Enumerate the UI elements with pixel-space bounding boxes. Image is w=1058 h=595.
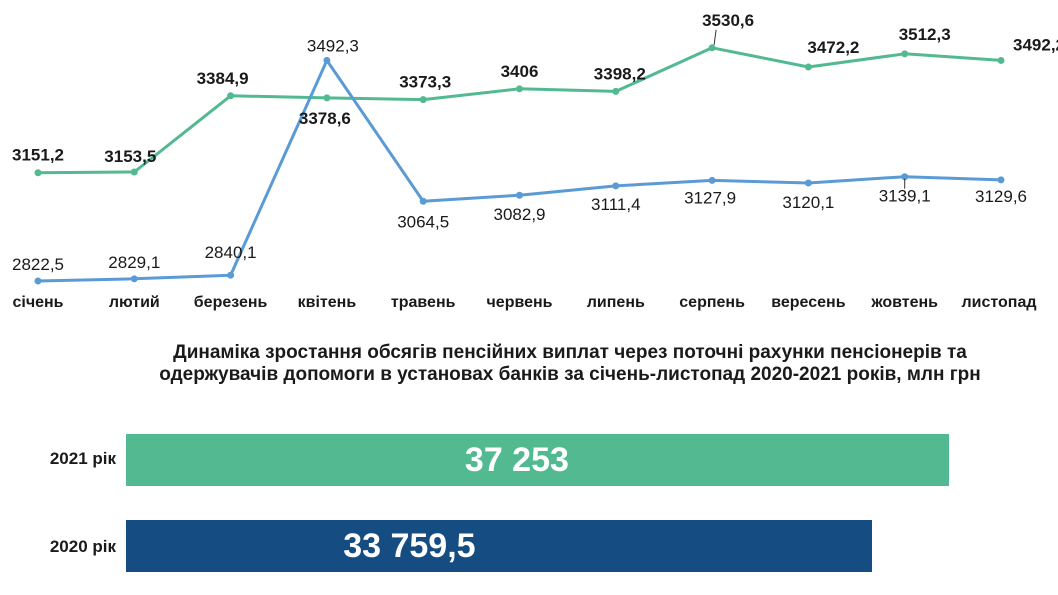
bar-2021: 37 253 bbox=[126, 434, 949, 486]
bar-category-2020: 2020 рік bbox=[49, 537, 116, 556]
data-label-1-5: 3082,9 bbox=[494, 205, 546, 224]
data-point-0-10 bbox=[997, 56, 1005, 64]
data-point-1-8 bbox=[804, 179, 812, 187]
data-point-0-2 bbox=[227, 92, 235, 100]
x-tick-label-7: серпень bbox=[679, 294, 745, 311]
data-label-1-8: 3120,1 bbox=[782, 193, 834, 212]
data-point-0-4 bbox=[419, 96, 427, 104]
x-tick-label-9: жовтень bbox=[870, 294, 938, 311]
x-tick-label-10: листопад bbox=[961, 294, 1036, 311]
data-label-0-4: 3373,3 bbox=[399, 73, 451, 92]
data-label-0-5: 3406 bbox=[501, 62, 539, 81]
data-label-0-2: 3384,9 bbox=[197, 69, 249, 88]
data-label-0-0: 3151,2 bbox=[12, 146, 64, 165]
data-label-0-3: 3378,6 bbox=[299, 109, 351, 128]
data-point-1-6 bbox=[612, 182, 620, 190]
data-point-0-1 bbox=[130, 168, 138, 176]
data-point-1-3 bbox=[323, 56, 331, 64]
data-label-1-2: 2840,1 bbox=[205, 243, 257, 262]
data-point-0-7 bbox=[708, 44, 716, 52]
data-label-1-4: 3064,5 bbox=[397, 212, 449, 231]
data-label-1-3: 3492,3 bbox=[307, 36, 359, 55]
leader-line-green-7 bbox=[713, 29, 717, 45]
data-point-0-9 bbox=[901, 50, 909, 58]
data-label-1-10: 3129,6 bbox=[975, 187, 1027, 206]
data-point-0-6 bbox=[612, 87, 620, 95]
data-label-0-10: 3492,2 bbox=[1013, 35, 1058, 54]
data-point-1-2 bbox=[227, 271, 235, 279]
data-point-1-10 bbox=[997, 176, 1005, 184]
x-tick-label-2: березень bbox=[194, 294, 268, 311]
x-tick-label-8: вересень bbox=[771, 294, 845, 311]
data-point-0-5 bbox=[516, 85, 523, 93]
data-point-0-3 bbox=[323, 94, 331, 102]
bar-value-2020: 33 759,5 bbox=[343, 527, 476, 565]
bar-chart-title: Динаміка зростання обсягів пенсійних вип… bbox=[159, 342, 981, 385]
bar-value-2021: 37 253 bbox=[464, 441, 569, 479]
x-tick-label-5: червень bbox=[487, 294, 553, 311]
data-label-0-6: 3398,2 bbox=[594, 64, 646, 83]
data-point-1-0 bbox=[34, 277, 42, 285]
data-label-0-9: 3512,3 bbox=[899, 25, 951, 44]
data-label-1-1: 2829,1 bbox=[108, 253, 160, 272]
data-point-0-0 bbox=[34, 169, 42, 177]
series-line-1 bbox=[37, 58, 1002, 283]
data-label-1-6: 3111,4 bbox=[591, 195, 640, 214]
x-tick-label-6: липень bbox=[587, 294, 645, 311]
bar-2020: 33 759,5 bbox=[126, 520, 872, 572]
data-label-1-7: 3127,9 bbox=[684, 188, 736, 207]
x-tick-label-3: квітень bbox=[298, 294, 357, 311]
line-chart: 3151,2 3153,5 3384,9 3378,6 3373,3 3406 3398,2… bbox=[12, 11, 1058, 311]
data-point-1-5 bbox=[516, 191, 523, 199]
data-label-0-8: 3472,2 bbox=[807, 38, 859, 57]
data-point-1-4 bbox=[419, 197, 427, 205]
data-point-1-9 bbox=[901, 173, 909, 181]
data-point-1-1 bbox=[130, 275, 138, 283]
data-point-0-8 bbox=[804, 63, 812, 71]
data-point-1-7 bbox=[708, 176, 716, 184]
data-label-0-7: 3530,6 bbox=[702, 11, 754, 30]
bar-category-2021: 2021 рік bbox=[49, 449, 116, 468]
x-tick-label-1: лютий bbox=[109, 294, 160, 311]
x-tick-label-0: січень bbox=[12, 294, 63, 311]
x-tick-label-4: травень bbox=[391, 294, 456, 311]
data-label-1-0: 2822,5 bbox=[12, 255, 64, 274]
data-label-0-1: 3153,5 bbox=[104, 147, 156, 166]
data-label-1-9: 3139,1 bbox=[879, 187, 931, 206]
